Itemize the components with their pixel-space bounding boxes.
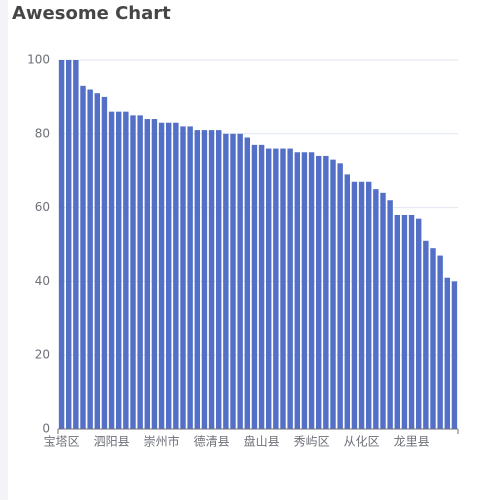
bar — [330, 159, 336, 429]
chart-title: Awesome Chart — [12, 3, 171, 24]
bar — [358, 181, 365, 429]
bar — [208, 130, 215, 430]
side-strip — [0, 0, 8, 500]
bar — [437, 255, 443, 429]
x-tick-label: 秀屿区 — [294, 435, 330, 449]
bar — [287, 148, 293, 429]
bar — [201, 130, 208, 430]
bar — [373, 189, 379, 429]
bar — [308, 152, 315, 429]
y-tick-label: 60 — [35, 200, 50, 214]
bar — [216, 130, 222, 430]
x-tick-label: 德清县 — [194, 434, 230, 449]
bar — [380, 192, 386, 429]
bar — [144, 119, 150, 429]
bar — [294, 152, 300, 429]
x-tick-label: 泗阳县 — [94, 435, 130, 449]
bar — [116, 111, 122, 429]
bar — [101, 96, 108, 430]
bar — [416, 218, 422, 429]
bar — [137, 115, 143, 429]
bar — [187, 126, 193, 430]
x-tick-label: 宝塔区 — [44, 435, 80, 449]
bar — [444, 277, 450, 429]
bar — [408, 214, 415, 429]
y-tick-label: 0 — [42, 422, 50, 436]
bar — [230, 133, 236, 430]
bar — [223, 133, 229, 430]
bar — [108, 111, 115, 429]
bar — [301, 152, 308, 429]
bar — [123, 111, 129, 429]
bar — [94, 93, 100, 430]
bar — [430, 248, 436, 429]
bar — [387, 200, 393, 429]
y-tick-label: 40 — [35, 274, 50, 288]
bar — [87, 89, 93, 430]
bar — [273, 148, 279, 429]
bar — [394, 214, 400, 429]
x-tick-label: 盘山县 — [244, 434, 280, 449]
bar — [316, 155, 322, 429]
bar — [244, 137, 250, 430]
y-tick-label: 80 — [35, 126, 50, 140]
bar — [180, 126, 186, 430]
bar — [73, 60, 79, 429]
bar — [366, 181, 372, 429]
bar — [130, 115, 136, 429]
x-tick-label: 从化区 — [344, 435, 380, 449]
bar — [280, 148, 286, 429]
bar — [151, 119, 158, 429]
bar — [251, 144, 258, 429]
bar — [237, 133, 243, 430]
bar — [423, 240, 429, 429]
bar — [194, 130, 200, 430]
bar — [337, 163, 343, 429]
x-tick-label: 龙里县 — [394, 435, 430, 449]
x-tick-label: 崇州市 — [144, 434, 180, 449]
bar — [351, 181, 358, 429]
bar — [158, 122, 165, 429]
bar — [323, 155, 329, 429]
bar — [344, 174, 350, 429]
bar — [266, 148, 272, 429]
y-tick-label: 20 — [35, 348, 50, 362]
bar — [451, 281, 458, 429]
bar — [401, 214, 408, 429]
bar — [258, 144, 265, 429]
bar — [80, 85, 86, 429]
bar — [166, 122, 172, 429]
bar — [173, 122, 179, 429]
bar — [66, 60, 72, 429]
y-tick-label: 100 — [27, 53, 50, 67]
bar — [58, 60, 65, 429]
